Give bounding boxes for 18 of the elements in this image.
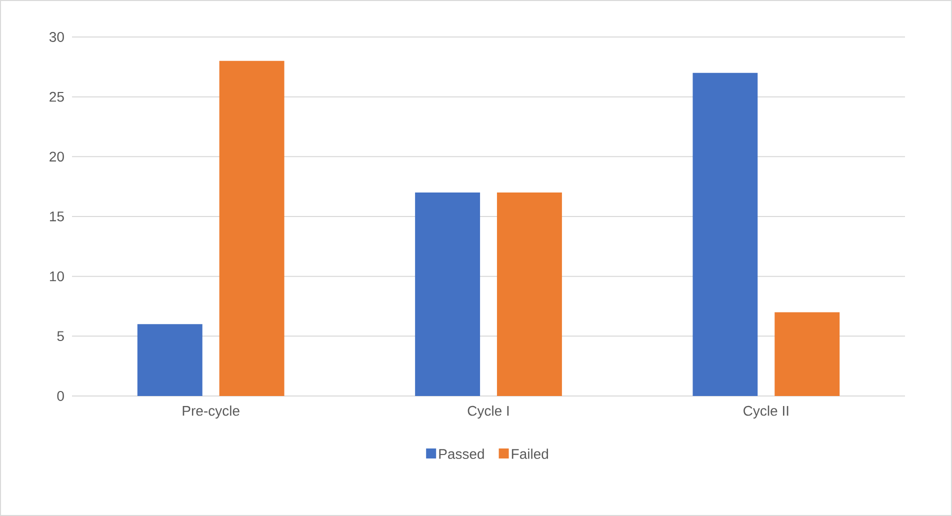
bar [692,72,758,396]
y-tick-label: 15 [50,212,64,222]
bar [415,192,480,396]
x-tick-label: Cycle I [468,406,509,419]
x-tick-label: Pre-cycle [182,406,240,419]
legend-label: Passed [439,448,484,459]
bar [496,192,562,396]
legend-label: Failed [512,448,548,459]
y-tick-label: 10 [50,271,64,282]
y-tick-label: 5 [57,331,64,342]
bar [219,60,284,396]
y-tick-label: 25 [50,92,64,102]
x-tick-label: Cycle II [744,406,788,419]
y-tick-label: 20 [50,152,64,162]
y-tick-label: 0 [57,391,64,401]
y-tick-label: 30 [49,32,64,42]
bar [137,324,202,396]
bar [774,312,840,396]
